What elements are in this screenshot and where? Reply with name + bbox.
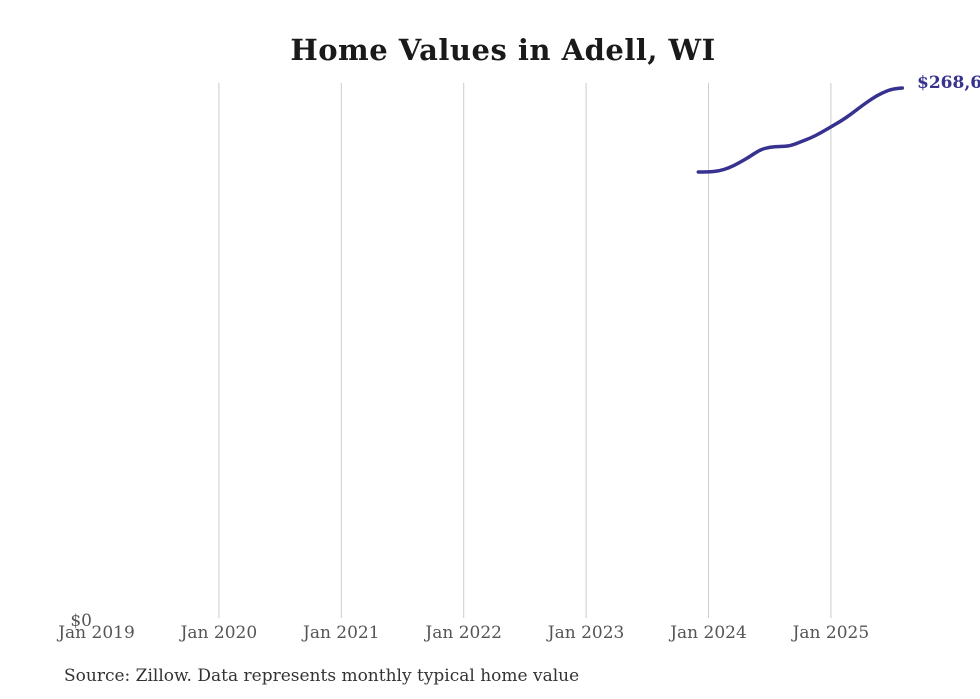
x-tick-label-2020: Jan 2020 [180,623,258,643]
x-tick-label-2024: Jan 2024 [670,623,747,643]
x-tick-label-2023: Jan 2023 [547,623,625,643]
home-value-line [696,86,905,174]
gridlines-group [218,83,832,618]
x-tick-label-2025: Jan 2025 [792,623,870,643]
x-tick-label-2019: Jan 2019 [58,623,135,643]
y-axis-zero-label: $0 [70,611,92,631]
end-value-label: $268,688 [917,73,980,93]
x-tick-label-2022: Jan 2022 [425,623,502,643]
chart-title: Home Values in Adell, WI [290,33,716,67]
source-note: Source: Zillow. Data represents monthly … [64,666,580,686]
x-tick-label-2021: Jan 2021 [303,623,380,643]
